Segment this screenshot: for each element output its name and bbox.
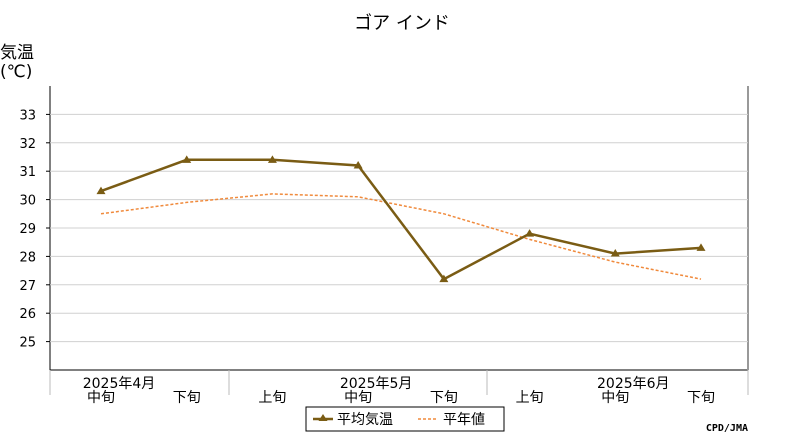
y-axis-label: 気温 <box>0 43 34 63</box>
series-line-average <box>100 158 702 281</box>
x-month-label: 2025年6月 <box>597 376 670 392</box>
data-point-average <box>182 155 192 163</box>
x-category-label: 下旬 <box>173 390 201 406</box>
legend-label-normal: 平年値 <box>443 412 485 428</box>
y-tick-label: 32 <box>19 137 36 152</box>
data-point-average <box>353 161 363 169</box>
x-month-label: 2025年5月 <box>340 376 413 392</box>
x-month-labels: 2025年4月 2025年5月 2025年6月 <box>83 376 670 392</box>
data-point-average <box>439 274 449 283</box>
y-tick-label: 25 <box>19 336 36 351</box>
y-tick-label: 28 <box>19 250 36 265</box>
y-tick-label: 31 <box>19 165 36 180</box>
y-tick-label: 33 <box>19 108 36 123</box>
grid-lines <box>50 113 748 343</box>
x-category-label: 中旬 <box>344 390 372 406</box>
y-tick-labels: 25 26 27 28 29 30 31 32 33 <box>19 108 50 351</box>
x-month-label: 2025年4月 <box>83 376 156 392</box>
data-point-average <box>525 229 535 237</box>
y-axis-unit: (℃) <box>0 62 32 82</box>
y-tick-label: 27 <box>19 279 36 294</box>
legend-marker-average <box>318 414 328 421</box>
data-point-average <box>610 249 620 257</box>
x-category-label: 下旬 <box>430 390 458 406</box>
x-category-label: 下旬 <box>687 390 715 406</box>
data-point-average <box>267 155 277 163</box>
data-point-average <box>696 243 706 251</box>
y-tick-label: 29 <box>19 222 36 237</box>
credit-label: CPD/JMA <box>706 423 748 434</box>
x-category-label: 中旬 <box>87 390 115 406</box>
y-tick-label: 30 <box>19 194 36 209</box>
x-category-label: 上旬 <box>258 390 286 406</box>
y-tick-label: 26 <box>19 307 36 322</box>
chart-title: ゴア インド <box>354 13 450 34</box>
series-line-normal <box>100 193 702 280</box>
data-point-average <box>96 186 106 195</box>
legend: 平均気温 平年値 <box>305 406 505 432</box>
x-category-label: 中旬 <box>601 390 629 406</box>
series-layer <box>96 155 706 283</box>
legend-box <box>305 406 505 432</box>
x-category-label: 上旬 <box>516 390 544 406</box>
legend-label-average: 平均気温 <box>337 412 393 428</box>
x-category-labels: 中旬 下旬 上旬 中旬 下旬 上旬 中旬 下旬 <box>49 370 749 406</box>
